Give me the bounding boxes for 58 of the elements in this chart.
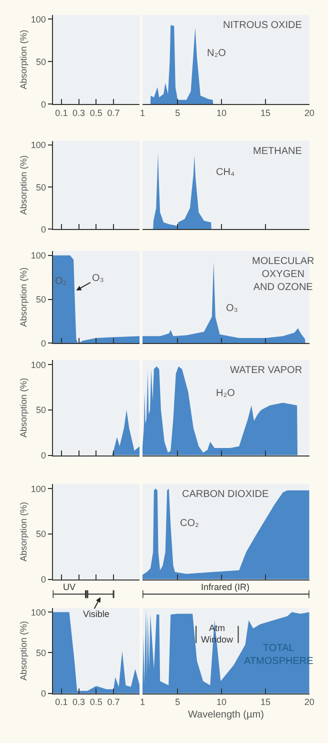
x-tick-label: 1 <box>140 108 146 118</box>
text: MOLECULAR OXYGEN AND OZONE <box>252 256 314 293</box>
y-axis-title: Absorption (%) <box>18 267 28 327</box>
y-tick-label: 100 <box>30 14 46 24</box>
y-tick-label: 50 <box>36 56 46 67</box>
text: UV <box>63 582 76 592</box>
y-tick-label: 100 <box>30 140 46 150</box>
y-tick-label: 50 <box>36 529 46 540</box>
y-tick-label: 100 <box>30 607 46 618</box>
text: CARBON DIOXIDE <box>182 489 270 500</box>
x-tick-label: 10 <box>216 697 227 708</box>
x-tick-label: 0.5 <box>90 697 102 708</box>
y-tick-label: 50 <box>36 294 46 304</box>
y-axis-title: Absorption (%) <box>18 620 28 680</box>
annotation: H₂O <box>216 388 236 399</box>
x-tick-label: 15 <box>260 697 270 708</box>
text: NITROUS OXIDE <box>223 20 302 31</box>
x-axis-title: Wavelength (µm) <box>188 710 264 721</box>
x-tick-label: 20 <box>304 108 314 118</box>
x-tick-label: 0.7 <box>107 108 120 118</box>
y-axis-title: Absorption (%) <box>18 502 28 562</box>
annotation: Visible <box>83 609 110 619</box>
x-tick-label: 0.1 <box>55 697 68 708</box>
annotation: CH₄ <box>216 167 235 178</box>
y-tick-label: 0 <box>40 99 46 110</box>
x-tick-label: 20 <box>304 697 314 708</box>
annotation: N₂O <box>207 48 226 59</box>
y-tick-label: 50 <box>36 648 46 658</box>
annotation: O₂ <box>55 276 67 287</box>
x-tick-label: 10 <box>216 108 227 118</box>
x-tick-label: 1 <box>140 697 146 708</box>
y-tick-label: 100 <box>30 484 46 494</box>
y-tick-label: 0 <box>40 224 46 234</box>
x-tick-label: 0.3 <box>72 697 86 708</box>
y-tick-label: 100 <box>30 360 46 370</box>
y-tick-label: 0 <box>40 574 46 584</box>
x-tick-label: 5 <box>175 697 180 708</box>
y-tick-label: 50 <box>36 182 46 192</box>
text: WATER VAPOR <box>230 365 302 376</box>
y-tick-label: 0 <box>40 338 46 348</box>
y-axis-title: Absorption (%) <box>18 155 28 215</box>
y-axis-title: Absorption (%) <box>18 378 28 438</box>
annotation: CO₂ <box>180 518 199 529</box>
y-tick-label: 50 <box>36 405 46 416</box>
x-tick-label: 0.3 <box>72 108 86 118</box>
x-tick-label: 5 <box>175 108 180 118</box>
annotation: O₃ <box>226 303 238 314</box>
y-tick-label: 0 <box>40 688 46 699</box>
y-tick-label: 0 <box>40 450 46 460</box>
x-tick-label: 15 <box>260 108 270 118</box>
x-tick-label: 0.7 <box>107 697 120 708</box>
x-tick-label: 0.5 <box>90 108 102 118</box>
y-axis-title: Absorption (%) <box>18 30 28 90</box>
text: METHANE <box>253 146 302 157</box>
x-tick-label: 0.1 <box>55 108 68 118</box>
text: Infrared (IR) <box>201 582 250 592</box>
annotation: O₃ <box>92 273 104 284</box>
y-tick-label: 100 <box>30 250 46 261</box>
